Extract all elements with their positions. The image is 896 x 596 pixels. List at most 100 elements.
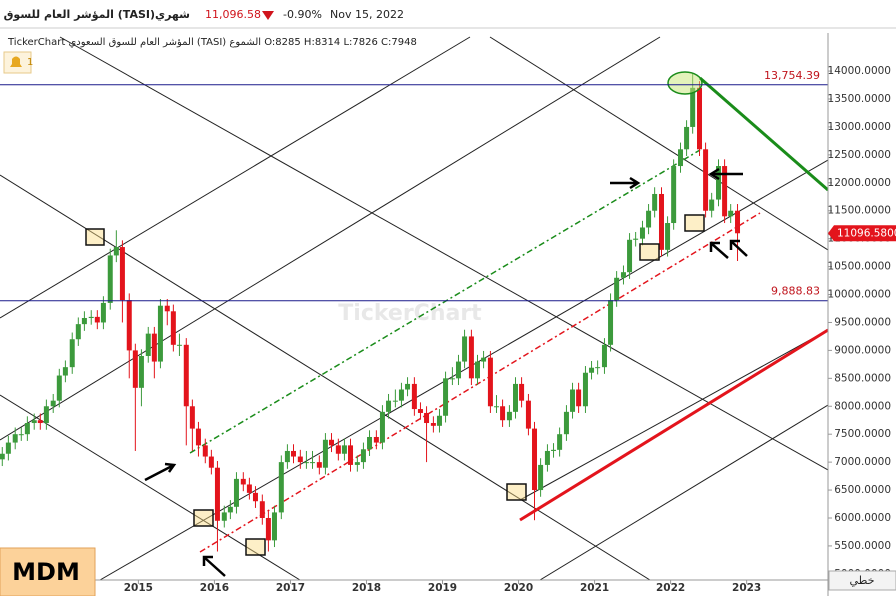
price-tag-label: 11096.5800 [837, 227, 896, 239]
body [398, 389, 404, 401]
price-tag [828, 225, 896, 242]
body [563, 411, 569, 435]
body [360, 449, 366, 463]
candle [449, 367, 455, 386]
body [646, 210, 652, 228]
body [367, 436, 373, 450]
body [557, 434, 563, 450]
candle [519, 377, 525, 408]
candle [265, 511, 271, 552]
plot-area: TickerChart [0, 36, 828, 580]
candle [341, 438, 347, 461]
body [145, 333, 151, 356]
body [189, 406, 195, 429]
body [582, 372, 588, 407]
y-tick-label: 10000.0000 [828, 289, 891, 301]
body [595, 367, 601, 369]
body [722, 166, 728, 217]
candle [392, 389, 398, 408]
x-tick-label: 2023 [732, 582, 761, 594]
x-tick-label: 2015 [124, 582, 153, 594]
candle [360, 442, 366, 469]
body [379, 411, 385, 443]
x-tick-label: 2021 [580, 582, 609, 594]
candle [443, 371, 449, 423]
candle [709, 192, 715, 218]
candle [31, 413, 37, 430]
candle [309, 450, 315, 469]
bell-icon [10, 56, 22, 67]
peak-circle [667, 71, 703, 95]
arrow [610, 176, 641, 190]
y-tick-label: 10500.0000 [828, 261, 891, 273]
candle [208, 449, 214, 475]
body [506, 411, 512, 421]
x-tick-label: 2020 [504, 582, 533, 594]
arrows [144, 167, 748, 577]
body [43, 406, 49, 424]
trendlines [0, 36, 828, 580]
candle [589, 361, 595, 380]
candle [56, 368, 62, 408]
candle [493, 395, 499, 413]
chart-type-button[interactable] [828, 570, 896, 591]
y-tick-label: 11500.0000 [828, 205, 891, 217]
chart-type-label[interactable]: خطي [850, 574, 875, 587]
arrow [202, 555, 226, 577]
body [309, 462, 315, 464]
highlights [85, 71, 705, 556]
candle [214, 461, 220, 552]
y-tick-label: 6500.0000 [834, 484, 891, 496]
box [85, 228, 105, 246]
candle [468, 329, 474, 386]
candle [271, 505, 277, 548]
body [665, 223, 671, 250]
body [601, 344, 607, 368]
body [138, 355, 144, 388]
change: -0.90% [283, 8, 322, 21]
candle [113, 230, 119, 263]
x-tick-label: 2019 [428, 582, 457, 594]
candle [81, 311, 87, 331]
y-tick-label: 7500.0000 [834, 428, 891, 440]
y-tick-label: 13000.0000 [828, 121, 891, 133]
down-triangle [262, 11, 274, 20]
price: 11,096.58 [205, 8, 261, 21]
body [81, 317, 87, 325]
candle [411, 377, 417, 416]
badge-text: MDM [12, 558, 80, 586]
body [221, 512, 227, 521]
body [202, 445, 208, 457]
body [709, 199, 715, 211]
arrow [729, 239, 748, 257]
candles [0, 73, 741, 552]
candle [513, 377, 519, 419]
candle [227, 500, 233, 520]
body [157, 305, 163, 362]
body [652, 193, 658, 211]
candle [259, 494, 265, 525]
candle [157, 299, 163, 369]
candle [544, 444, 550, 472]
candle [671, 159, 677, 230]
body [348, 445, 354, 465]
body [5, 442, 11, 454]
candle [12, 427, 18, 450]
red-trend [519, 328, 828, 522]
trendline [59, 36, 828, 471]
candle [652, 187, 658, 218]
candle [525, 393, 531, 436]
candle [538, 458, 544, 497]
candle [151, 326, 157, 379]
body [449, 378, 455, 380]
body [227, 506, 233, 513]
candle [722, 159, 728, 224]
body [240, 478, 246, 485]
body [113, 247, 119, 256]
body [69, 339, 75, 368]
body [474, 361, 480, 379]
candle [455, 354, 461, 386]
trendline [0, 36, 661, 441]
candle [551, 443, 557, 458]
